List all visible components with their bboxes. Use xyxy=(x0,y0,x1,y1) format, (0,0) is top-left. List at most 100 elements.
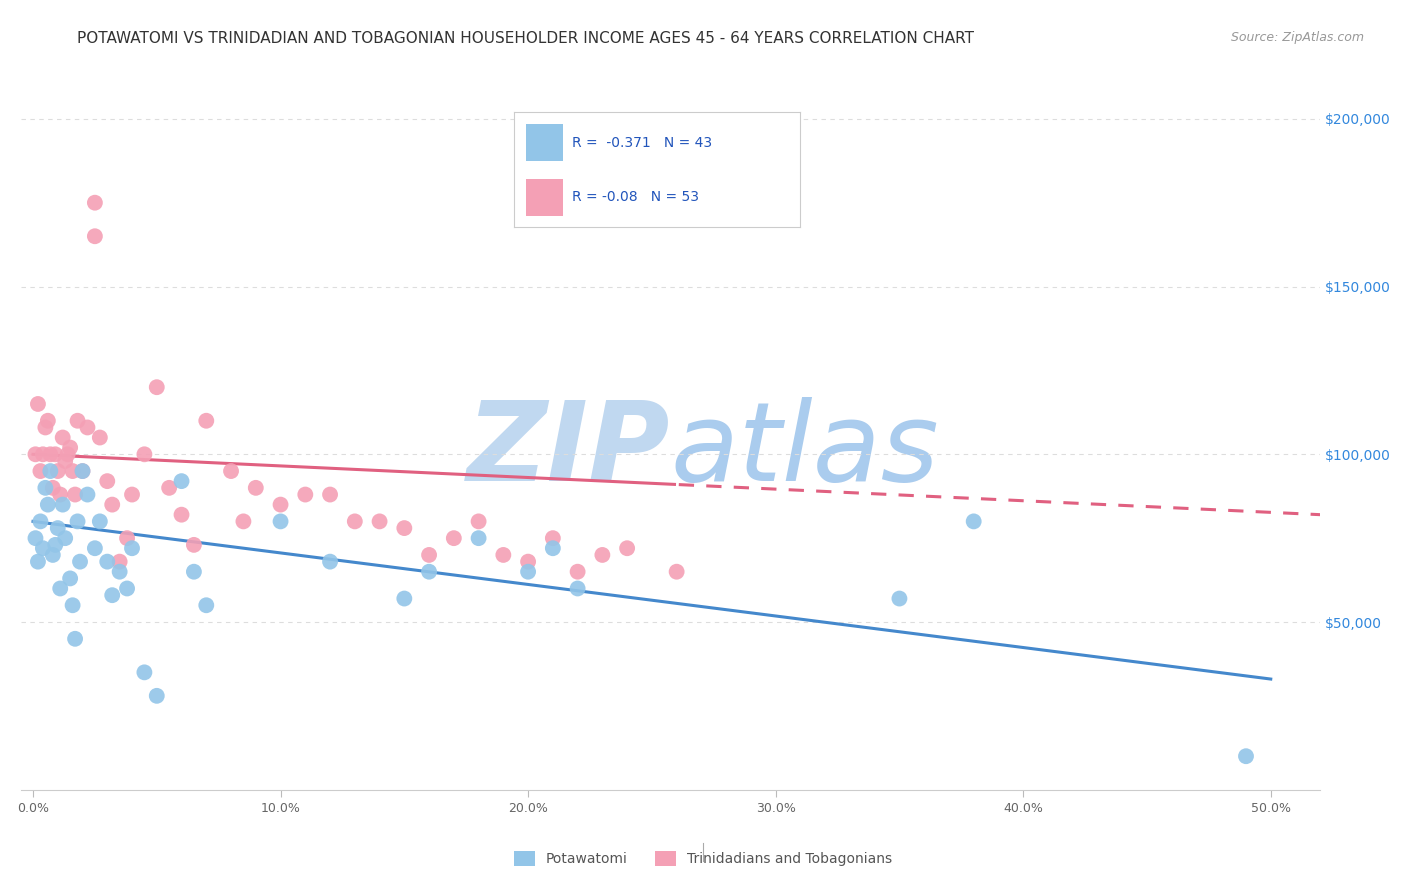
Point xyxy=(96,474,118,488)
Point xyxy=(394,591,416,606)
Point xyxy=(62,464,84,478)
Point xyxy=(101,498,124,512)
Point xyxy=(541,531,564,545)
Point xyxy=(27,397,49,411)
Point xyxy=(232,515,254,529)
Point xyxy=(591,548,613,562)
Point xyxy=(89,515,111,529)
Point xyxy=(59,571,82,585)
Point xyxy=(394,521,416,535)
Point xyxy=(108,565,131,579)
Point xyxy=(53,531,76,545)
Point xyxy=(39,447,62,461)
Point xyxy=(63,487,86,501)
Point xyxy=(115,582,138,596)
Text: ZIP: ZIP xyxy=(467,397,671,504)
Point xyxy=(665,565,688,579)
Point xyxy=(49,487,72,501)
Point xyxy=(195,599,218,613)
Point xyxy=(76,487,98,501)
Point xyxy=(195,414,218,428)
Point xyxy=(183,538,205,552)
Point xyxy=(24,447,46,461)
Point xyxy=(37,414,59,428)
Point xyxy=(517,555,540,569)
Point xyxy=(418,548,440,562)
Point xyxy=(30,464,52,478)
Point xyxy=(319,555,342,569)
Point xyxy=(42,548,65,562)
Point xyxy=(32,447,55,461)
Point xyxy=(467,531,489,545)
Point xyxy=(108,555,131,569)
Point xyxy=(39,464,62,478)
Point xyxy=(183,565,205,579)
Point xyxy=(270,515,292,529)
Point xyxy=(219,464,242,478)
Point xyxy=(541,541,564,556)
Point xyxy=(517,565,540,579)
Point xyxy=(101,588,124,602)
Point xyxy=(170,474,193,488)
Point xyxy=(467,515,489,529)
Point xyxy=(889,591,911,606)
Legend: Potawatomi, Trinidadians and Tobagonians: Potawatomi, Trinidadians and Tobagonians xyxy=(508,846,898,871)
Point xyxy=(32,541,55,556)
Point xyxy=(24,531,46,545)
Point xyxy=(66,414,89,428)
Point xyxy=(418,565,440,579)
Point xyxy=(76,420,98,434)
Point xyxy=(44,538,66,552)
Point xyxy=(44,447,66,461)
Point xyxy=(96,555,118,569)
Point xyxy=(63,632,86,646)
Point xyxy=(146,380,169,394)
Point xyxy=(89,430,111,444)
Point xyxy=(343,515,366,529)
Point xyxy=(963,515,986,529)
Point xyxy=(567,582,589,596)
Point xyxy=(368,515,391,529)
Point xyxy=(443,531,465,545)
Point xyxy=(34,420,56,434)
Point xyxy=(72,464,94,478)
Point xyxy=(69,555,91,569)
Point xyxy=(83,541,105,556)
Point xyxy=(115,531,138,545)
Point xyxy=(42,481,65,495)
Point xyxy=(56,447,79,461)
Point xyxy=(1234,749,1257,764)
Text: atlas: atlas xyxy=(671,397,939,504)
Point xyxy=(72,464,94,478)
Point xyxy=(46,521,69,535)
Point xyxy=(567,565,589,579)
Point xyxy=(319,487,342,501)
Text: Source: ZipAtlas.com: Source: ZipAtlas.com xyxy=(1230,31,1364,45)
Text: POTAWATOMI VS TRINIDADIAN AND TOBAGONIAN HOUSEHOLDER INCOME AGES 45 - 64 YEARS C: POTAWATOMI VS TRINIDADIAN AND TOBAGONIAN… xyxy=(77,31,974,46)
Point xyxy=(245,481,267,495)
Point xyxy=(30,515,52,529)
Point xyxy=(49,582,72,596)
Point xyxy=(134,665,156,680)
Point xyxy=(52,430,75,444)
Point xyxy=(294,487,316,501)
Point xyxy=(121,487,143,501)
Point xyxy=(34,481,56,495)
Point xyxy=(53,454,76,468)
Point xyxy=(157,481,180,495)
Point xyxy=(146,689,169,703)
Point xyxy=(62,599,84,613)
Point xyxy=(66,515,89,529)
Point xyxy=(616,541,638,556)
Point xyxy=(134,447,156,461)
Point xyxy=(492,548,515,562)
Point xyxy=(37,498,59,512)
Point xyxy=(83,195,105,210)
Point xyxy=(52,498,75,512)
Point xyxy=(46,464,69,478)
Point xyxy=(59,441,82,455)
Point xyxy=(270,498,292,512)
Point xyxy=(170,508,193,522)
Point xyxy=(121,541,143,556)
Point xyxy=(83,229,105,244)
